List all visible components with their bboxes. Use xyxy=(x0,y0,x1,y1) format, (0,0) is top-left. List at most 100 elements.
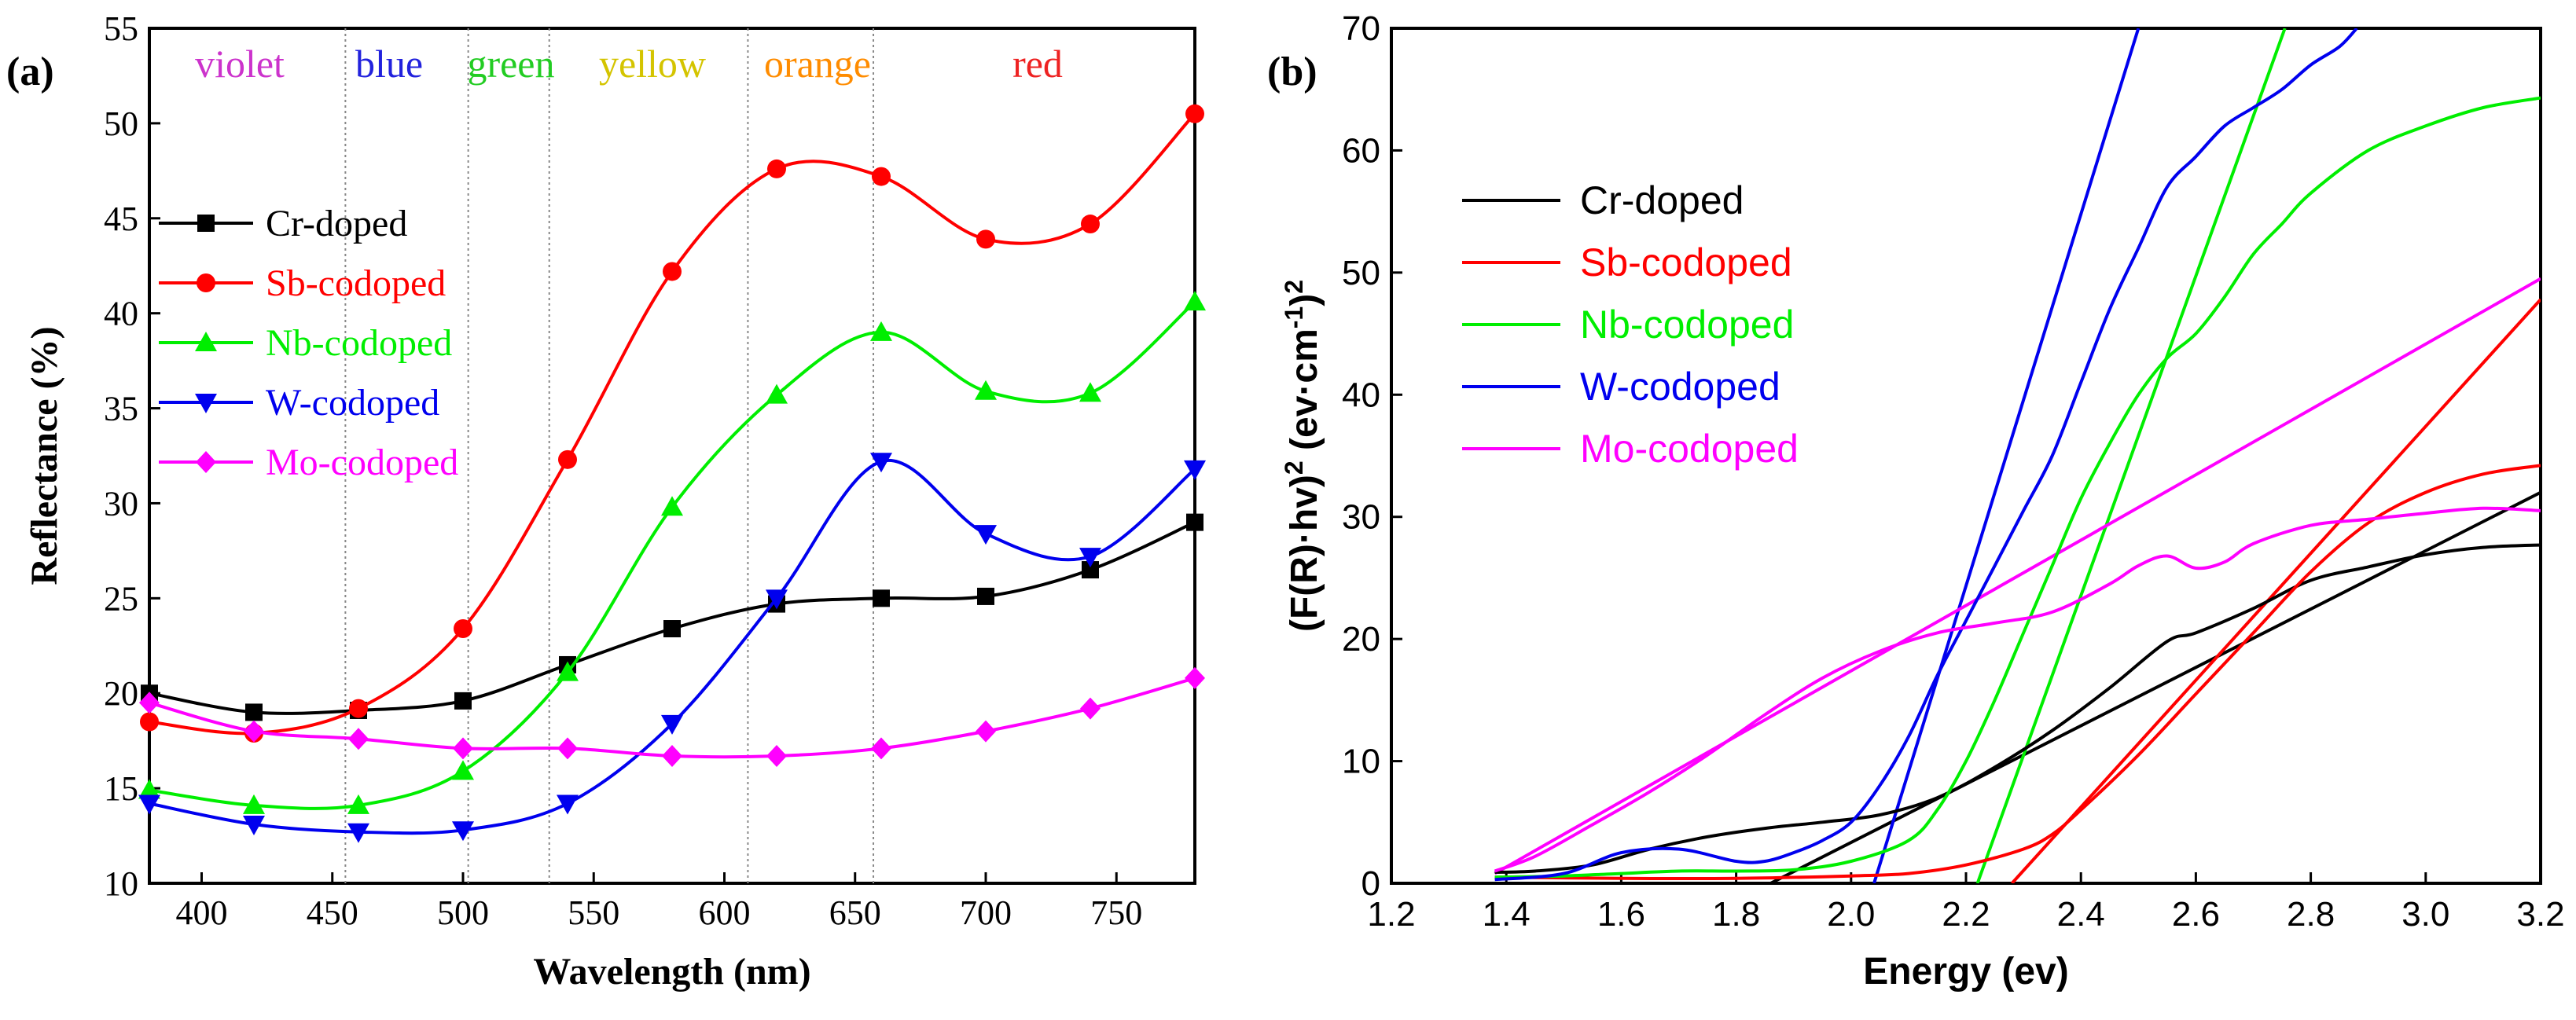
x-tick-label: 500 xyxy=(437,893,489,932)
y-tick-label: 50 xyxy=(104,105,138,143)
x-tick-label: 450 xyxy=(307,893,358,932)
data-point xyxy=(557,661,579,681)
data-point xyxy=(766,745,787,768)
panel-a-series xyxy=(138,104,1206,843)
panel-b-series xyxy=(1494,28,2541,882)
x-tick-label: 1.8 xyxy=(1712,895,1760,934)
data-point xyxy=(872,167,891,186)
fit-line-nb-codoped xyxy=(1975,28,2287,883)
fit-line-cr-doped xyxy=(1769,490,2541,883)
panel-a-plot-frame xyxy=(148,27,1196,885)
data-point xyxy=(452,760,474,780)
y-tick-label: 40 xyxy=(1342,376,1380,414)
legend-label: W-codoped xyxy=(266,382,439,424)
color-band-blue: blue xyxy=(355,42,423,86)
data-point xyxy=(661,496,683,516)
data-point xyxy=(1185,666,1205,689)
x-tick-label: 2.6 xyxy=(2172,895,2220,934)
data-point xyxy=(244,720,264,743)
color-band-green: green xyxy=(467,42,554,86)
series-line xyxy=(149,458,1196,835)
x-tick-label: 1.4 xyxy=(1483,895,1531,934)
x-tick-label: 2.8 xyxy=(2287,895,2335,934)
y-title-part-1: (F(R)·hv) xyxy=(1284,475,1325,632)
data-point xyxy=(873,589,890,607)
legend-entry-cr-doped: Cr-doped xyxy=(1462,178,1744,222)
data-point xyxy=(347,794,369,814)
data-point xyxy=(1184,291,1206,311)
x-tick-label: 700 xyxy=(960,893,1012,932)
y-tick-label: 40 xyxy=(104,295,138,333)
x-tick-label: 2.4 xyxy=(2057,895,2105,934)
y-title-sup-1: 2 xyxy=(1280,460,1308,475)
y-tick-label: 30 xyxy=(1342,498,1380,537)
series-line xyxy=(149,112,1196,736)
y-title-part-3: ) xyxy=(1284,294,1325,306)
data-point xyxy=(557,794,579,815)
data-point xyxy=(767,159,786,178)
x-tick-label: 2.0 xyxy=(1827,895,1875,934)
legend-entry-sb-codoped: Sb-codoped xyxy=(159,262,446,304)
panel-b-label: (b) xyxy=(1267,50,1317,94)
x-tick-label: 400 xyxy=(176,893,228,932)
data-point xyxy=(454,692,472,710)
data-point xyxy=(975,380,997,400)
data-point xyxy=(663,262,682,281)
panel-a-y-axis-title: Reflectance (%) xyxy=(24,326,65,585)
y-tick-label: 30 xyxy=(104,484,138,523)
panel-a-x-axis-title: Wavelength (nm) xyxy=(533,951,810,992)
series-nb-codoped xyxy=(138,291,1206,814)
data-point xyxy=(975,525,997,545)
legend-entry-mo-codoped: Mo-codoped xyxy=(1462,427,1799,471)
series-mo-codoped xyxy=(139,666,1205,768)
legend-entry-w-codoped: W-codoped xyxy=(159,382,439,424)
panel-a-y-axis-ticks: 10 15 20 25 30 35 40 45 50 55 xyxy=(104,9,160,903)
legend-entry-cr-doped: Cr-doped xyxy=(159,203,407,244)
x-tick-label: 3.2 xyxy=(2516,895,2564,934)
y-tick-label: 25 xyxy=(104,579,138,618)
data-point xyxy=(1186,513,1203,531)
y-tick-label: 15 xyxy=(104,769,138,808)
y-tick-label: 50 xyxy=(1342,254,1380,292)
data-point xyxy=(454,619,472,639)
fit-line-sb-codoped xyxy=(2010,298,2541,883)
legend-entry-mo-codoped: Mo-codoped xyxy=(159,442,458,483)
legend-entry-sb-codoped: Sb-codoped xyxy=(1462,240,1792,284)
y-tick-label: 60 xyxy=(1342,131,1380,170)
panel-a-x-axis-ticks: 400 450 500 550 600 650 700 750 xyxy=(176,872,1142,932)
legend-label: W-codoped xyxy=(1580,365,1780,409)
panel-b-linear-fits xyxy=(1494,28,2541,883)
panel-b-chart: (b) 1.2 1.4 1.6 1.8 2.0 2.2 2.4 2.6 2.8 3.0 3.2 01… xyxy=(1267,9,2565,992)
data-point xyxy=(138,779,160,799)
data-point xyxy=(1185,104,1204,123)
data-point xyxy=(1081,215,1100,234)
x-tick-label: 3.0 xyxy=(2401,895,2449,934)
series-line xyxy=(149,520,1196,715)
panel-b-y-axis-ticks: 0 10 20 30 40 50 60 70 xyxy=(1342,9,1402,903)
data-point xyxy=(976,720,996,743)
legend-label: Nb-codoped xyxy=(1580,303,1794,347)
y-title-part-2: (ev·cm xyxy=(1284,328,1325,460)
legend-marker xyxy=(196,451,216,473)
color-band-violet: violet xyxy=(195,42,285,86)
data-point xyxy=(1079,382,1101,402)
x-tick-label: 600 xyxy=(699,893,751,932)
legend-marker xyxy=(197,215,215,232)
data-point xyxy=(662,745,682,768)
data-point xyxy=(870,321,892,341)
data-point xyxy=(977,587,994,605)
fit-line-mo-codoped xyxy=(1494,277,2541,875)
legend-entry-w-codoped: W-codoped xyxy=(1462,365,1780,409)
data-point xyxy=(557,737,578,760)
color-band-labels: violet blue green yellow orange red xyxy=(195,42,1063,86)
x-tick-label: 2.2 xyxy=(1942,895,1990,934)
x-tick-label: 1.6 xyxy=(1597,895,1645,934)
data-point xyxy=(140,712,159,732)
data-point xyxy=(871,737,891,760)
x-tick-label: 750 xyxy=(1090,893,1142,932)
series-sb-codoped xyxy=(140,104,1204,743)
color-band-yellow: yellow xyxy=(599,42,706,86)
legend-label: Mo-codoped xyxy=(1580,427,1799,471)
data-point xyxy=(453,737,473,760)
